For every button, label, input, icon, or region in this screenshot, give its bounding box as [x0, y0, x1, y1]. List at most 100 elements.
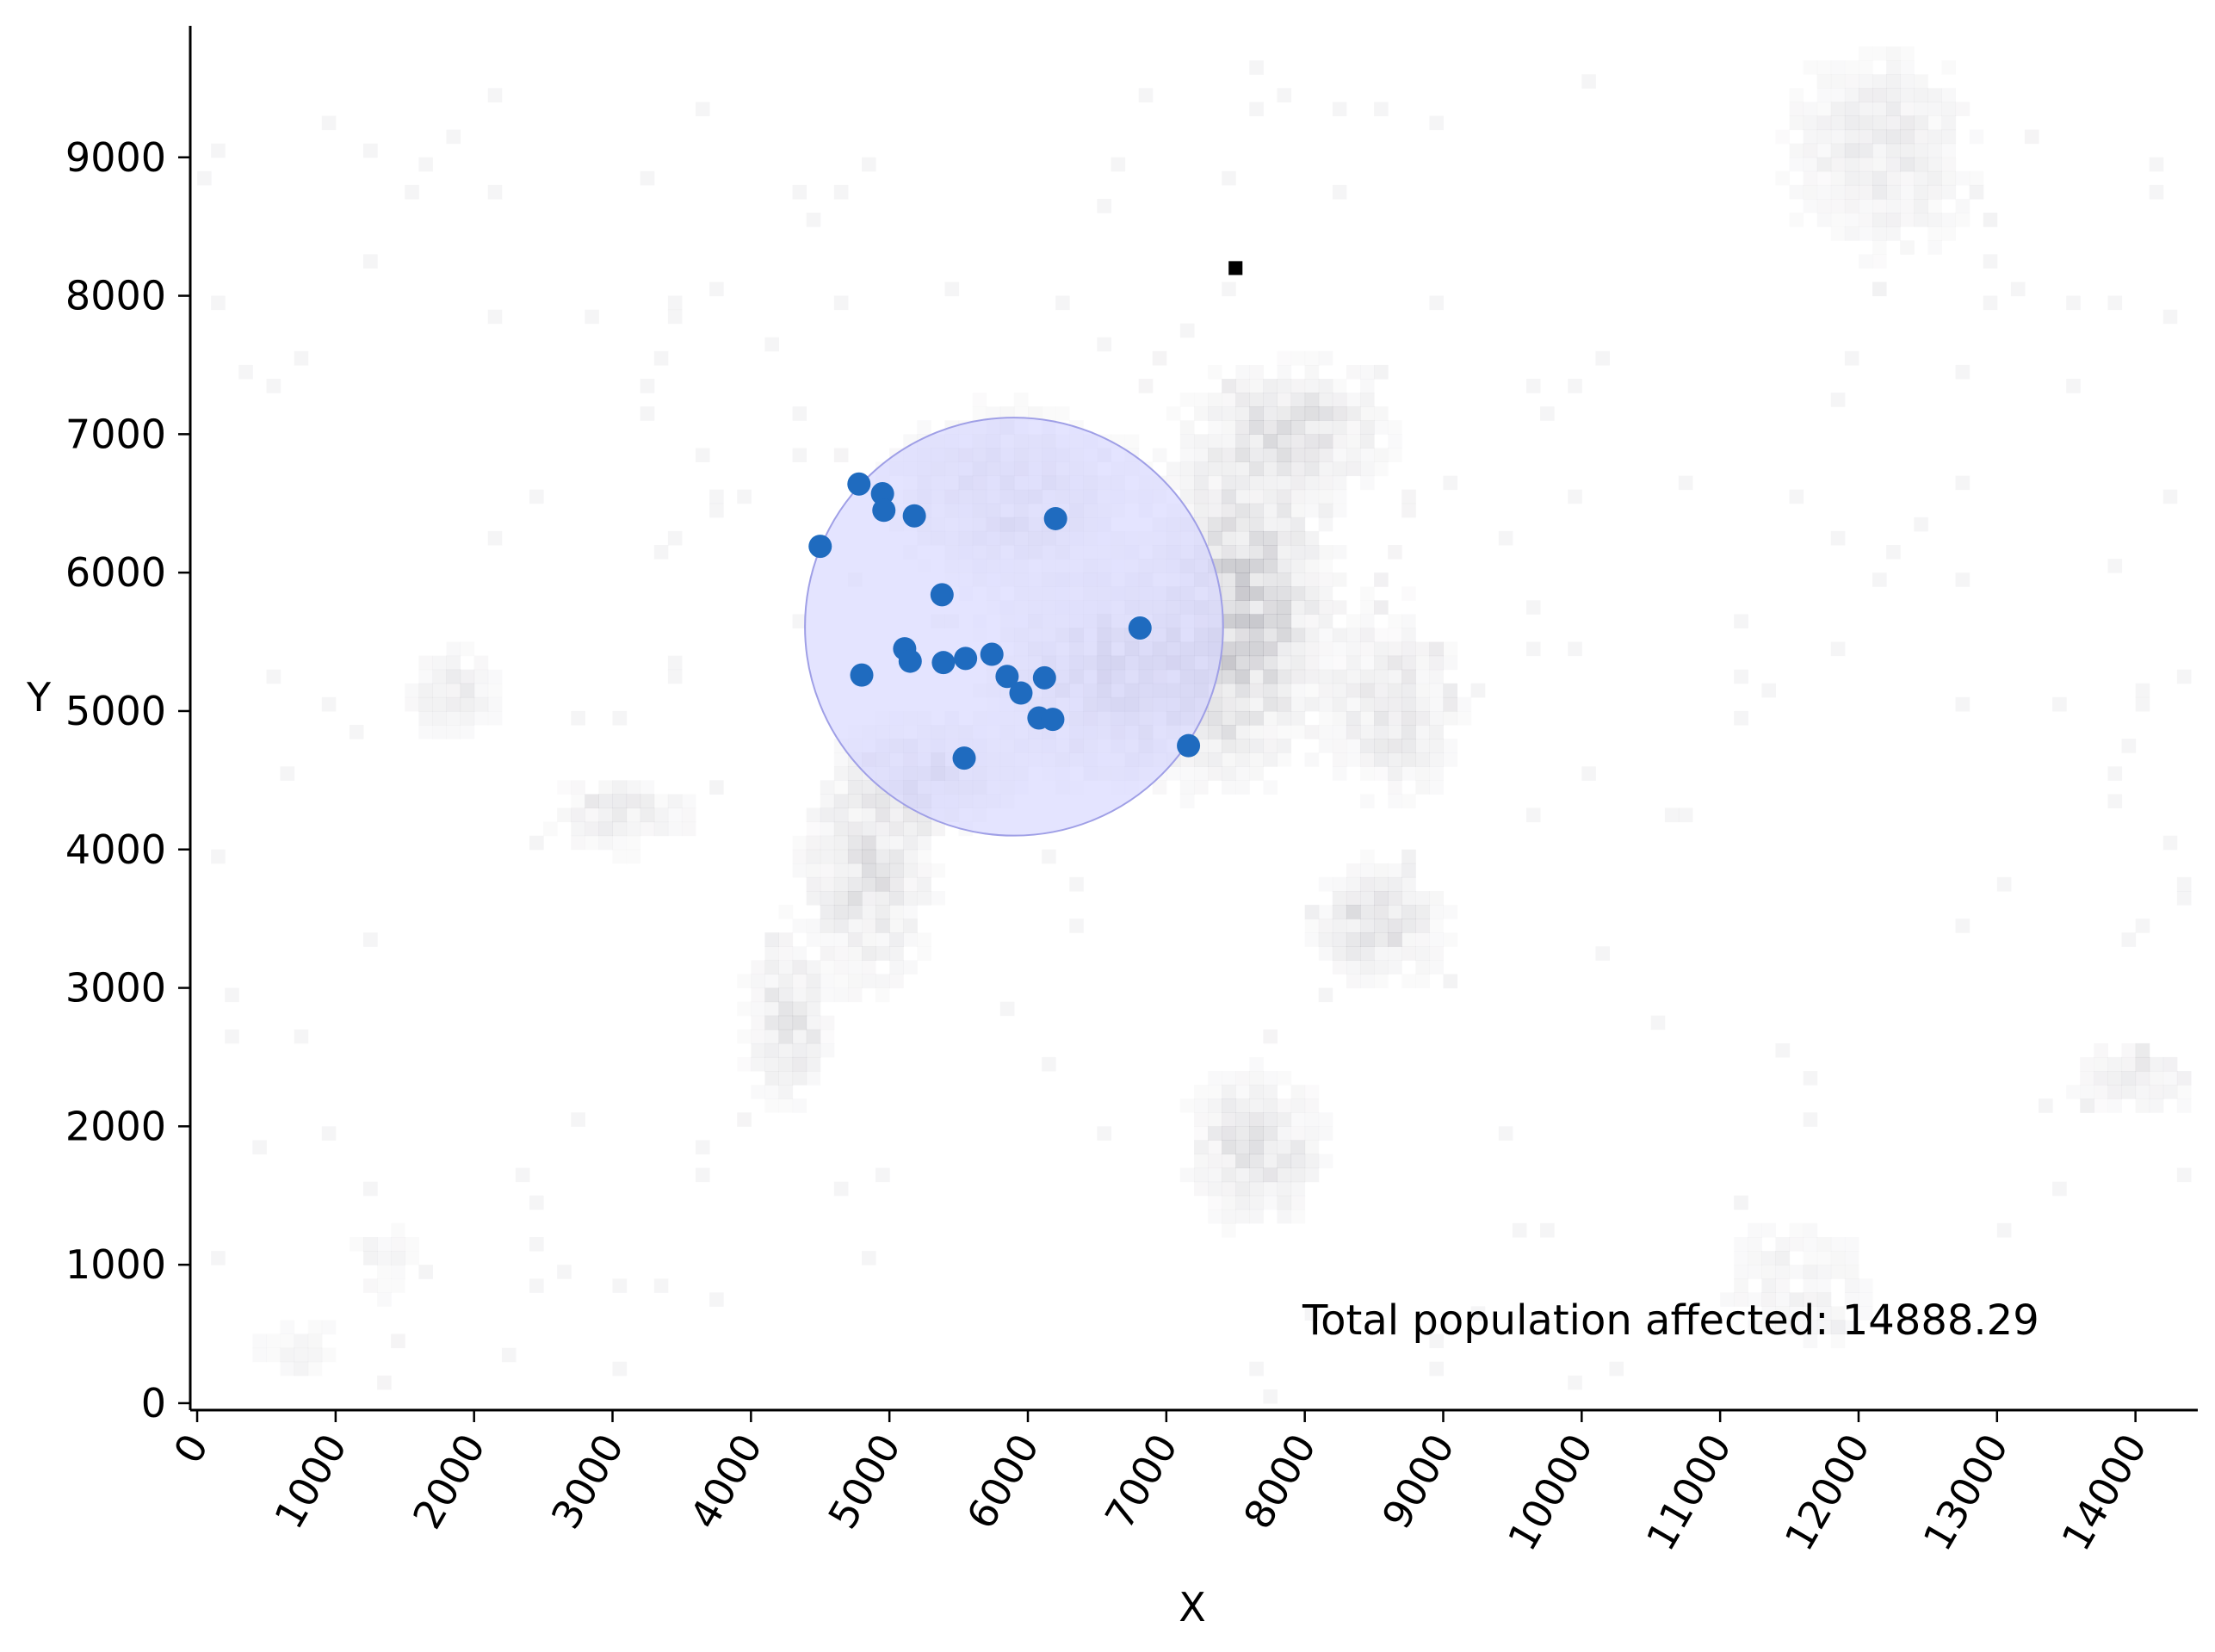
heatmap-cell — [1249, 669, 1264, 684]
heatmap-cell — [820, 807, 835, 823]
heatmap-cell — [1249, 1361, 1264, 1377]
heatmap-cell — [1346, 710, 1361, 726]
heatmap-cell — [1388, 863, 1402, 878]
heatmap-cell — [1914, 213, 1928, 227]
heatmap-cell — [1318, 420, 1333, 435]
heatmap-cell — [1332, 891, 1347, 906]
heatmap-cell — [1290, 503, 1306, 518]
heatmap-cell — [1817, 199, 1832, 213]
heatmap-cell — [1319, 946, 1333, 961]
scatter-point — [898, 649, 922, 673]
heatmap-cell — [1886, 88, 1901, 102]
heatmap-cell — [2135, 696, 2150, 712]
heatmap-cell — [2094, 1056, 2108, 1072]
heatmap-cell — [1249, 752, 1264, 767]
heatmap-cell — [1914, 199, 1928, 213]
heatmap-cell — [709, 489, 724, 504]
heatmap-cell — [1374, 696, 1389, 712]
heatmap-cell — [1277, 725, 1291, 739]
heatmap-cell — [696, 1167, 710, 1183]
heatmap-cell — [1277, 710, 1292, 726]
heatmap-cell — [1222, 503, 1236, 518]
heatmap-cell — [557, 1265, 572, 1279]
heatmap-cell — [778, 1015, 794, 1030]
heatmap-cell — [875, 794, 890, 809]
heatmap-cell — [820, 1043, 835, 1058]
heatmap-cell — [1429, 891, 1444, 906]
heatmap-cell — [1790, 158, 1804, 172]
heatmap-cell — [889, 919, 904, 933]
heatmap-cell — [1443, 739, 1457, 753]
heatmap-cell — [1277, 1112, 1292, 1127]
heatmap-cell — [833, 960, 849, 974]
heatmap-cell — [1263, 1126, 1278, 1141]
heatmap-cell — [1941, 226, 1956, 241]
heatmap-cell — [461, 642, 475, 657]
heatmap-cell — [391, 1333, 405, 1349]
heatmap-cell — [792, 448, 807, 463]
heatmap-cell — [1900, 46, 1915, 61]
heatmap-cell — [2107, 1085, 2123, 1099]
heatmap-cell — [833, 946, 849, 961]
heatmap-cell — [1470, 1306, 1486, 1321]
heatmap-cell — [391, 1223, 405, 1238]
heatmap-cell — [1291, 1126, 1306, 1141]
heatmap-cell — [1359, 905, 1375, 919]
heatmap-cell — [1803, 129, 1818, 145]
heatmap-cell — [1374, 863, 1389, 878]
heatmap-cell — [653, 1278, 669, 1293]
heatmap-cell — [1900, 60, 1915, 75]
heatmap-cell — [668, 808, 683, 823]
heatmap-cell — [1222, 739, 1236, 753]
heatmap-cell — [793, 836, 807, 851]
heatmap-cell — [1332, 572, 1347, 587]
heatmap-cell — [1305, 1112, 1320, 1127]
heatmap-cell — [1804, 1278, 1818, 1293]
heatmap-cell — [764, 1056, 780, 1072]
heatmap-cell — [1332, 475, 1347, 491]
heatmap-cell — [252, 1334, 267, 1349]
heatmap-cell — [862, 794, 876, 809]
heatmap-cell — [281, 1320, 295, 1334]
heatmap-cell — [1318, 600, 1333, 615]
heatmap-cell — [1332, 406, 1347, 421]
heatmap-cell — [903, 960, 918, 974]
heatmap-cell — [1914, 115, 1928, 131]
heatmap-cell — [1429, 766, 1444, 781]
heatmap-cell — [1333, 766, 1347, 781]
heatmap-cell — [2176, 1167, 2192, 1183]
heatmap-cell — [1304, 641, 1320, 657]
heatmap-cell — [806, 1015, 821, 1030]
heatmap-cell — [1179, 323, 1195, 338]
heatmap-cell — [1153, 448, 1167, 462]
heatmap-cell — [1844, 199, 1859, 213]
heatmap-cell — [1222, 572, 1236, 587]
heatmap-cell — [1028, 406, 1043, 421]
heatmap-cell — [1208, 1167, 1222, 1183]
heatmap-cell — [1319, 877, 1333, 892]
heatmap-cell — [1249, 614, 1264, 628]
scatter-point — [847, 472, 871, 496]
heatmap-cell — [1872, 240, 1887, 255]
heatmap-cell — [418, 157, 433, 172]
heatmap-cell — [1222, 489, 1236, 504]
heatmap-cell — [627, 836, 641, 851]
heatmap-cell — [1970, 130, 1984, 145]
heatmap-cell — [820, 876, 835, 892]
heatmap-cell — [709, 1292, 724, 1307]
heatmap-cell — [903, 932, 918, 947]
heatmap-cell — [778, 987, 794, 1003]
heatmap-cell — [1277, 1126, 1292, 1141]
heatmap-cell — [1304, 1098, 1320, 1113]
heatmap-cell — [1886, 157, 1901, 172]
heatmap-cell — [1568, 641, 1582, 657]
heatmap-cell — [1263, 1389, 1278, 1404]
heatmap-cell — [1333, 725, 1347, 739]
heatmap-cell — [1359, 960, 1375, 974]
heatmap-cell — [847, 876, 863, 892]
heatmap-cell — [612, 710, 628, 726]
heatmap-cell — [1138, 88, 1154, 102]
heatmap-cell — [1650, 1015, 1666, 1030]
heatmap-cell — [363, 1237, 378, 1252]
